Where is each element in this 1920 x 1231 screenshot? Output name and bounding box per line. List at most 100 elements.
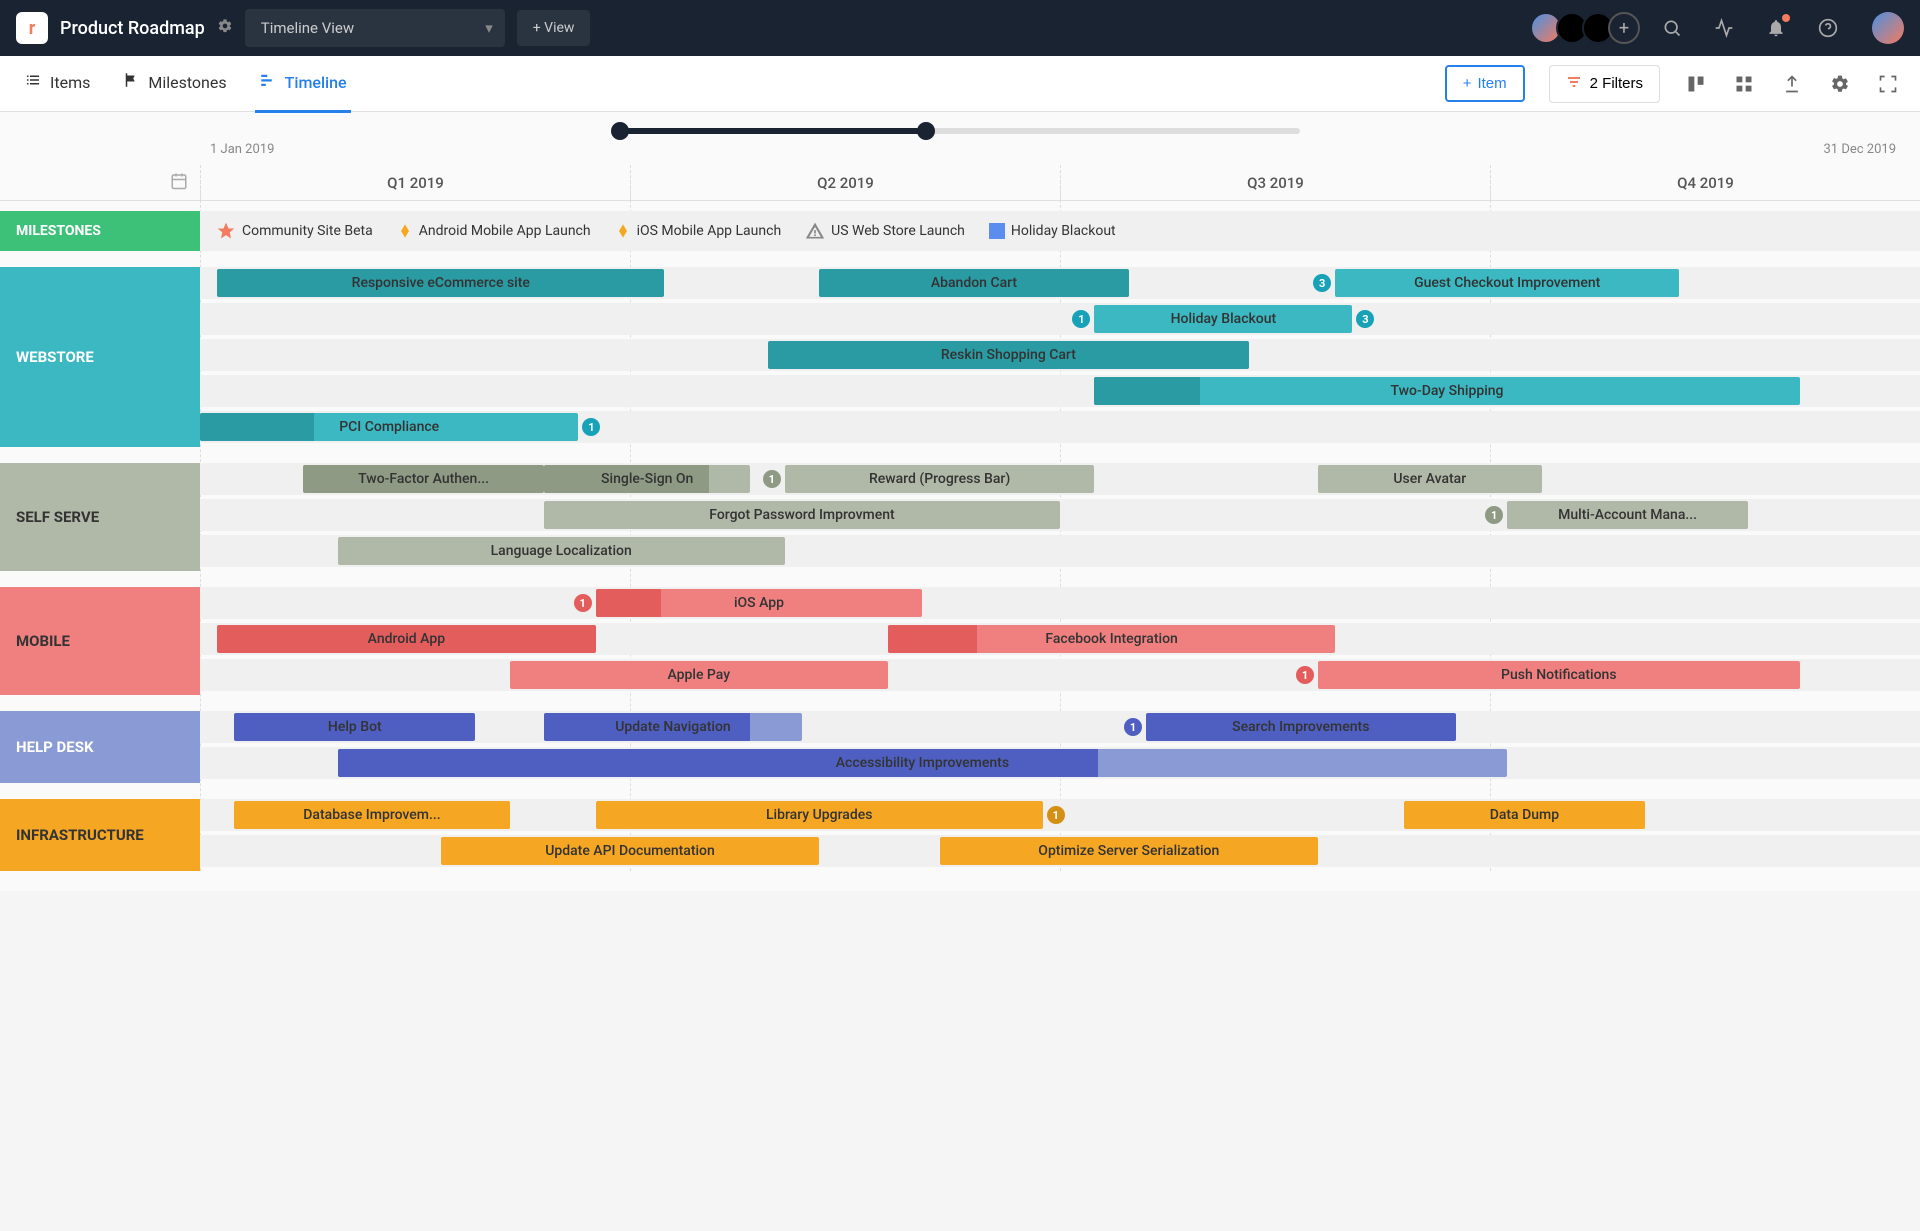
- timeline-bar[interactable]: Two-Factor Authen...: [303, 465, 544, 493]
- add-view-button[interactable]: + View: [517, 10, 591, 46]
- count-badge[interactable]: 1: [574, 594, 592, 612]
- group-label[interactable]: HELP DESK: [0, 711, 200, 783]
- track-row: iOS App1: [200, 587, 1920, 619]
- activity-icon[interactable]: [1712, 16, 1736, 40]
- view-selector[interactable]: Timeline View ▾: [245, 9, 505, 47]
- flag-icon: [122, 71, 140, 94]
- timeline-bar[interactable]: Optimize Server Serialization: [940, 837, 1318, 865]
- export-icon[interactable]: [1780, 72, 1804, 96]
- help-icon[interactable]: [1816, 16, 1840, 40]
- bar-label: Forgot Password Improvment: [709, 507, 894, 523]
- search-icon[interactable]: [1660, 16, 1684, 40]
- group-webstore: WEBSTORE Responsive eCommerce site Abandon…: [0, 267, 1920, 447]
- group-label[interactable]: SELF SERVE: [0, 463, 200, 571]
- milestones-row: MILESTONES Community Site BetaAndroid Mo…: [0, 211, 1920, 251]
- milestone-item[interactable]: Community Site Beta: [216, 221, 373, 241]
- add-collaborator-button[interactable]: +: [1608, 12, 1640, 44]
- bar-label: Help Bot: [328, 719, 382, 735]
- track-row: Language Localization: [200, 535, 1920, 567]
- track-row: Help Bot Update Navigation Search Improvem…: [200, 711, 1920, 743]
- group-label[interactable]: WEBSTORE: [0, 267, 200, 447]
- timeline-bar[interactable]: Search Improvements: [1146, 713, 1456, 741]
- timeline-bar[interactable]: Data Dump: [1404, 801, 1645, 829]
- timeline-area: 1 Jan 2019 31 Dec 2019 Q1 2019 Q2 2019 Q…: [0, 112, 1920, 891]
- timeline-bar[interactable]: Update Navigation: [544, 713, 802, 741]
- count-badge[interactable]: 1: [763, 470, 781, 488]
- timeline-bar[interactable]: Guest Checkout Improvement: [1335, 269, 1679, 297]
- range-slider[interactable]: [0, 112, 1920, 142]
- timeline-bar[interactable]: Help Bot: [234, 713, 475, 741]
- timeline-bar[interactable]: iOS App: [596, 589, 923, 617]
- timeline-bar[interactable]: Responsive eCommerce site: [217, 269, 664, 297]
- group-label[interactable]: MOBILE: [0, 587, 200, 695]
- notifications-icon[interactable]: [1764, 16, 1788, 40]
- track-row: Responsive eCommerce site Abandon Cart Gue…: [200, 267, 1920, 299]
- milestone-item[interactable]: Android Mobile App Launch: [397, 221, 591, 241]
- timeline-bar[interactable]: Reskin Shopping Cart: [768, 341, 1250, 369]
- app-logo[interactable]: r: [16, 12, 48, 44]
- milestone-label: Holiday Blackout: [1011, 223, 1116, 239]
- timeline-bar[interactable]: Android App: [217, 625, 595, 653]
- tab-timeline[interactable]: Timeline: [255, 55, 351, 113]
- milestone-item[interactable]: iOS Mobile App Launch: [615, 221, 782, 241]
- count-badge[interactable]: 1: [582, 418, 600, 436]
- bar-label: Two-Factor Authen...: [358, 471, 489, 487]
- count-badge[interactable]: 3: [1313, 274, 1331, 292]
- timeline-bar[interactable]: Apple Pay: [510, 661, 888, 689]
- count-badge[interactable]: 1: [1124, 718, 1142, 736]
- tab-items[interactable]: Items: [20, 55, 94, 113]
- project-settings-icon[interactable]: [217, 18, 233, 38]
- quarter-label: Q4 2019: [1490, 165, 1920, 200]
- timeline-bar[interactable]: Library Upgrades: [596, 801, 1043, 829]
- timeline-bar[interactable]: PCI Compliance: [200, 413, 578, 441]
- quarter-label: Q1 2019: [200, 165, 630, 200]
- group-label[interactable]: INFRASTRUCTURE: [0, 799, 200, 871]
- count-badge[interactable]: 3: [1356, 310, 1374, 328]
- timeline-bar[interactable]: Single-Sign On: [544, 465, 750, 493]
- milestone-item[interactable]: US Web Store Launch: [805, 221, 965, 241]
- timeline-bar[interactable]: Push Notifications: [1318, 661, 1800, 689]
- bar-label: Android App: [368, 631, 445, 647]
- count-badge[interactable]: 1: [1485, 506, 1503, 524]
- group-self-serve: SELF SERVE Two-Factor Authen... Single-Sig…: [0, 463, 1920, 571]
- timeline-bar[interactable]: Update API Documentation: [441, 837, 819, 865]
- track-row: PCI Compliance1: [200, 411, 1920, 443]
- user-avatar[interactable]: [1872, 12, 1904, 44]
- range-handle-end[interactable]: [917, 122, 935, 140]
- bar-label: Language Localization: [491, 543, 632, 559]
- timeline-bar[interactable]: Reward (Progress Bar): [785, 465, 1095, 493]
- timeline-bar[interactable]: Database Improvem...: [234, 801, 509, 829]
- timeline-bar[interactable]: Language Localization: [338, 537, 785, 565]
- timeline-bar[interactable]: Accessibility Improvements: [338, 749, 1508, 777]
- settings-icon[interactable]: [1828, 72, 1852, 96]
- timeline-icon: [259, 71, 277, 94]
- layout-icon[interactable]: [1732, 72, 1756, 96]
- fullscreen-icon[interactable]: [1876, 72, 1900, 96]
- track-row: Reskin Shopping Cart: [200, 339, 1920, 371]
- range-handle-start[interactable]: [611, 122, 629, 140]
- track-row: Accessibility Improvements: [200, 747, 1920, 779]
- add-item-label: Item: [1477, 75, 1506, 92]
- tab-label: Items: [50, 73, 90, 92]
- add-item-button[interactable]: + Item: [1445, 65, 1525, 102]
- timeline-bar[interactable]: User Avatar: [1318, 465, 1542, 493]
- milestone-label: US Web Store Launch: [831, 223, 965, 239]
- milestone-item[interactable]: Holiday Blackout: [989, 223, 1116, 239]
- timeline-bar[interactable]: Abandon Cart: [819, 269, 1129, 297]
- calendar-icon[interactable]: [170, 172, 188, 194]
- timeline-bar[interactable]: Multi-Account Mana...: [1507, 501, 1748, 529]
- timeline-bar[interactable]: Holiday Blackout: [1094, 305, 1352, 333]
- count-badge[interactable]: 1: [1047, 806, 1065, 824]
- track-row: Apple Pay Push Notifications1: [200, 659, 1920, 691]
- cards-icon[interactable]: [1684, 72, 1708, 96]
- filters-button[interactable]: 2 Filters: [1549, 65, 1660, 103]
- count-badge[interactable]: 1: [1072, 310, 1090, 328]
- bar-label: Holiday Blackout: [1171, 311, 1277, 327]
- count-badge[interactable]: 1: [1296, 666, 1314, 684]
- timeline-bar[interactable]: Two-Day Shipping: [1094, 377, 1799, 405]
- timeline-bar[interactable]: Forgot Password Improvment: [544, 501, 1060, 529]
- bar-label: Reskin Shopping Cart: [941, 347, 1076, 363]
- topbar: r Product Roadmap Timeline View ▾ + View…: [0, 0, 1920, 56]
- tab-milestones[interactable]: Milestones: [118, 55, 230, 113]
- timeline-bar[interactable]: Facebook Integration: [888, 625, 1335, 653]
